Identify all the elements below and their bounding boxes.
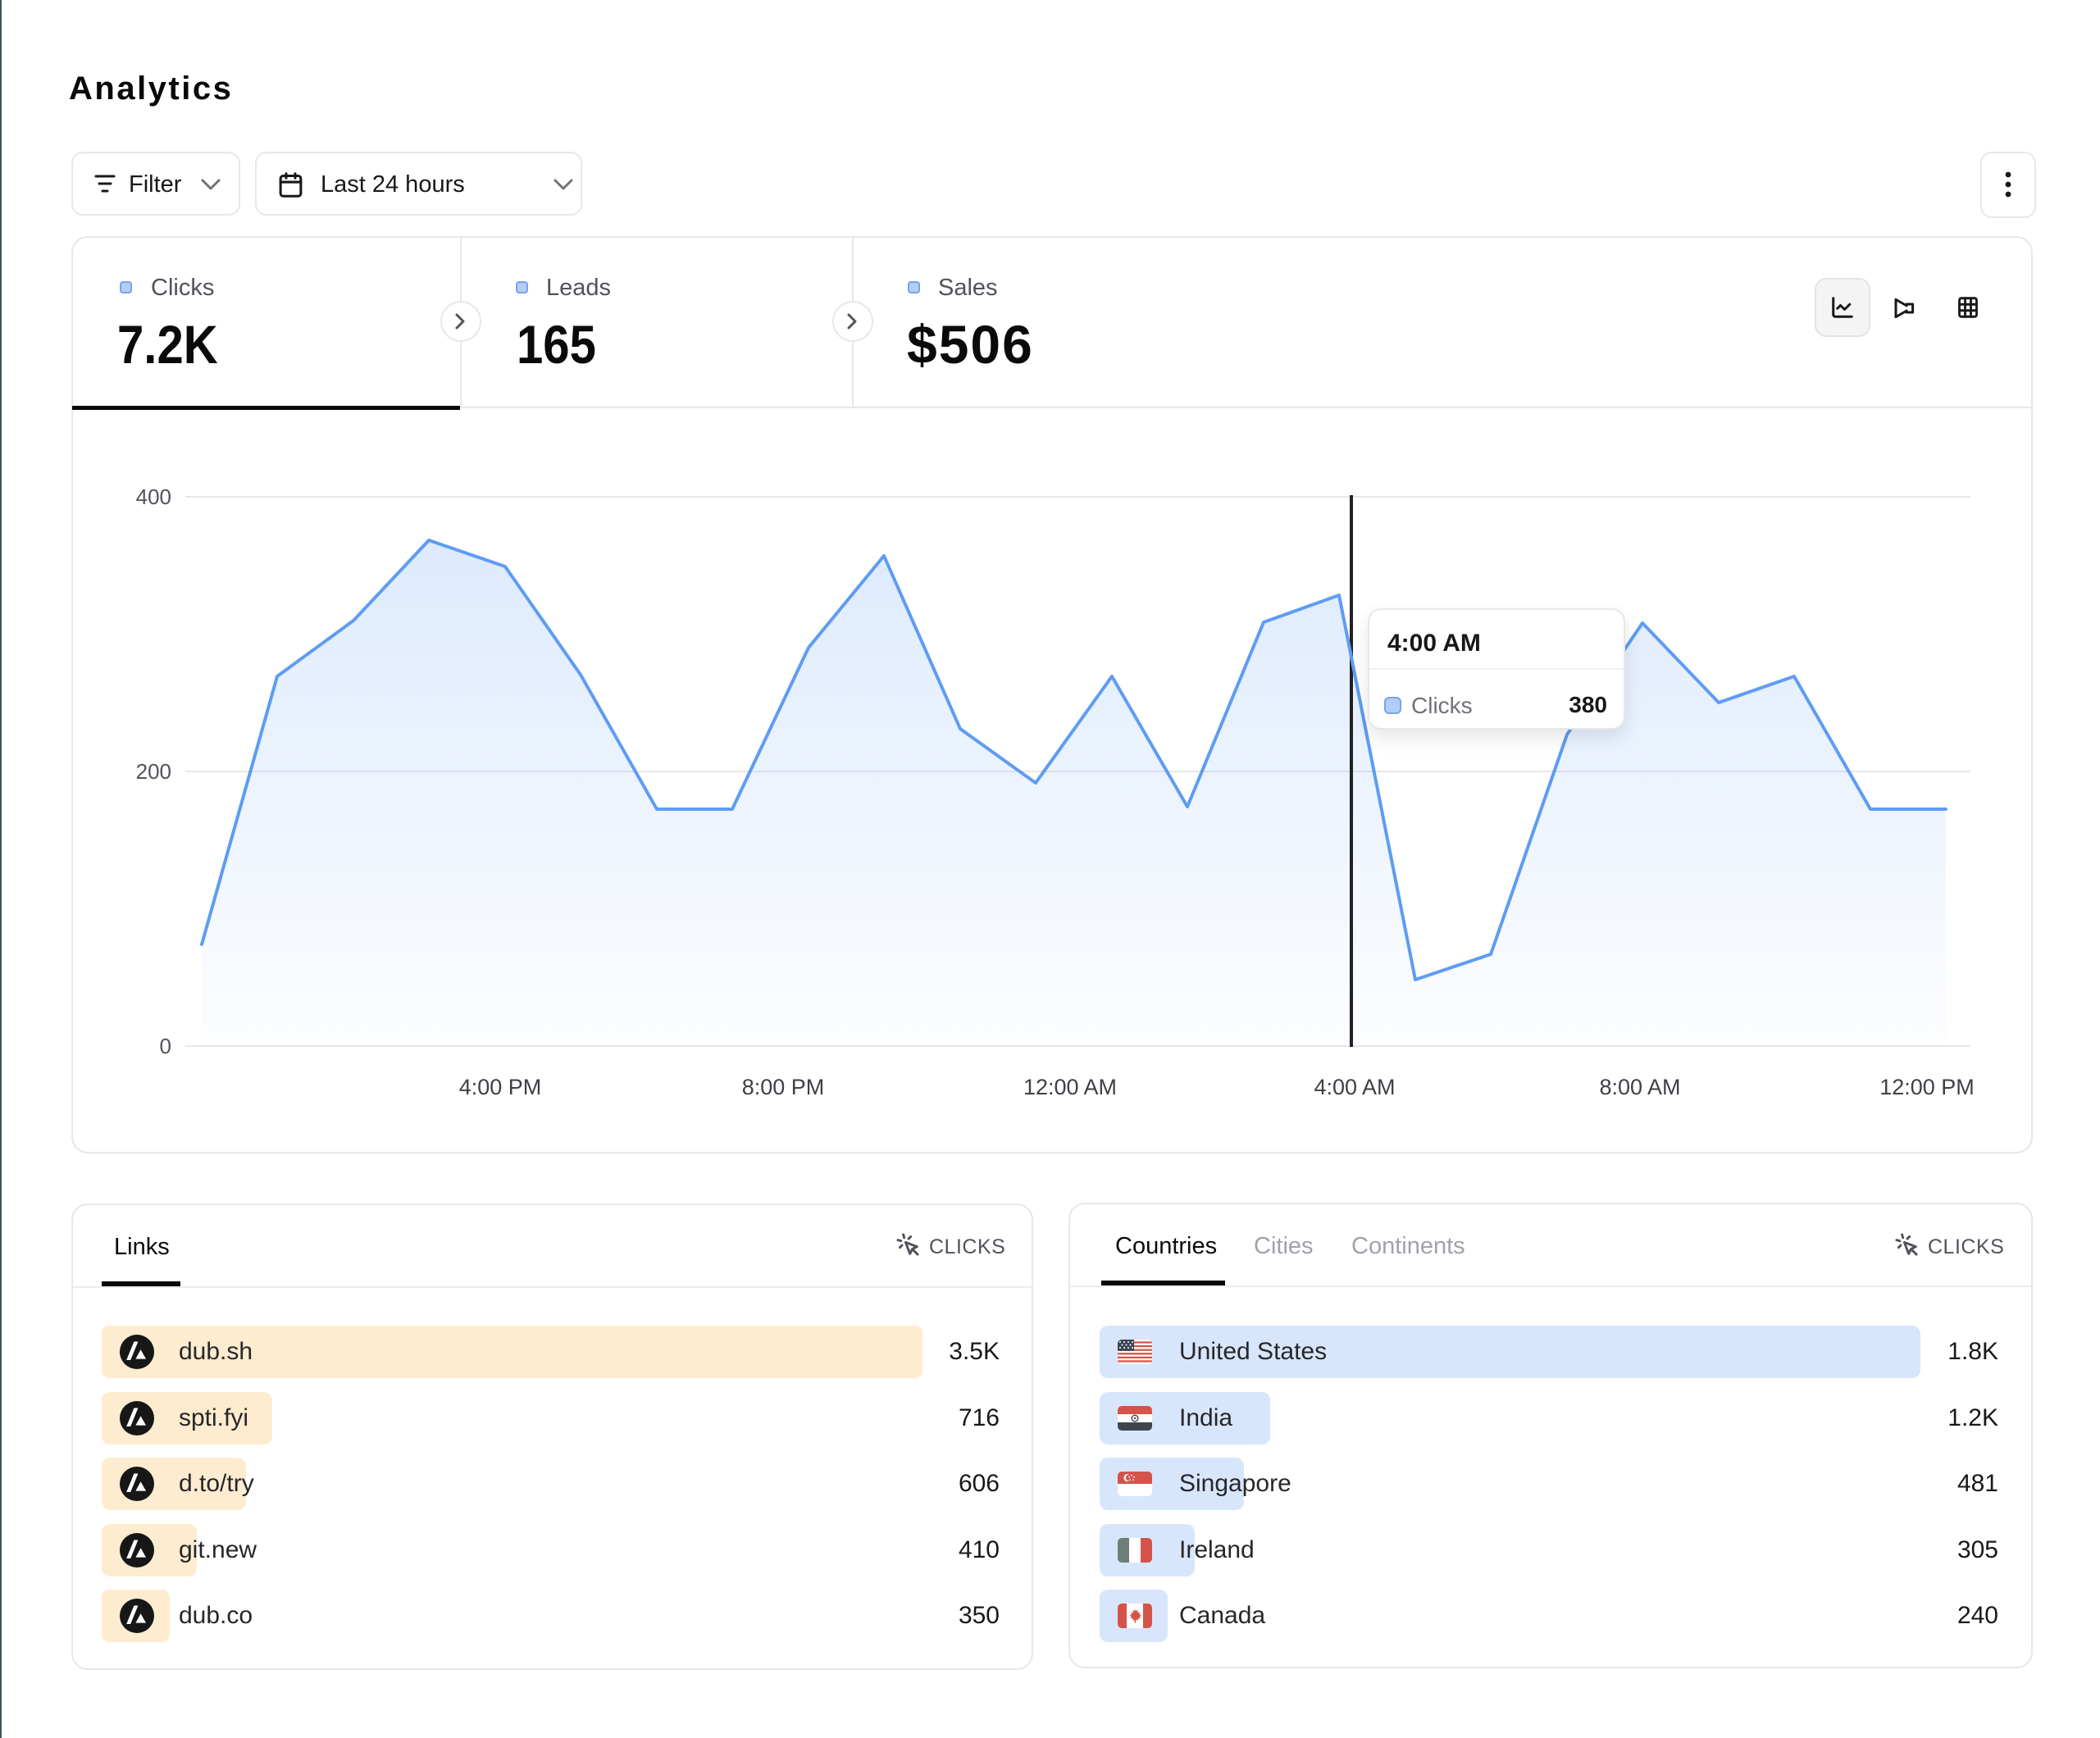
- svg-text:12:00 AM: 12:00 AM: [1023, 1075, 1117, 1099]
- svg-text:400: 400: [136, 485, 171, 509]
- svg-text:200: 200: [136, 759, 171, 784]
- svg-text:8:00 AM: 8:00 AM: [1599, 1075, 1680, 1099]
- svg-text:4:00 AM: 4:00 AM: [1314, 1075, 1395, 1099]
- svg-text:8:00 PM: 8:00 PM: [742, 1075, 825, 1099]
- svg-text:12:00 PM: 12:00 PM: [1879, 1075, 1975, 1099]
- svg-text:0: 0: [160, 1034, 171, 1058]
- svg-text:4:00 PM: 4:00 PM: [459, 1075, 542, 1099]
